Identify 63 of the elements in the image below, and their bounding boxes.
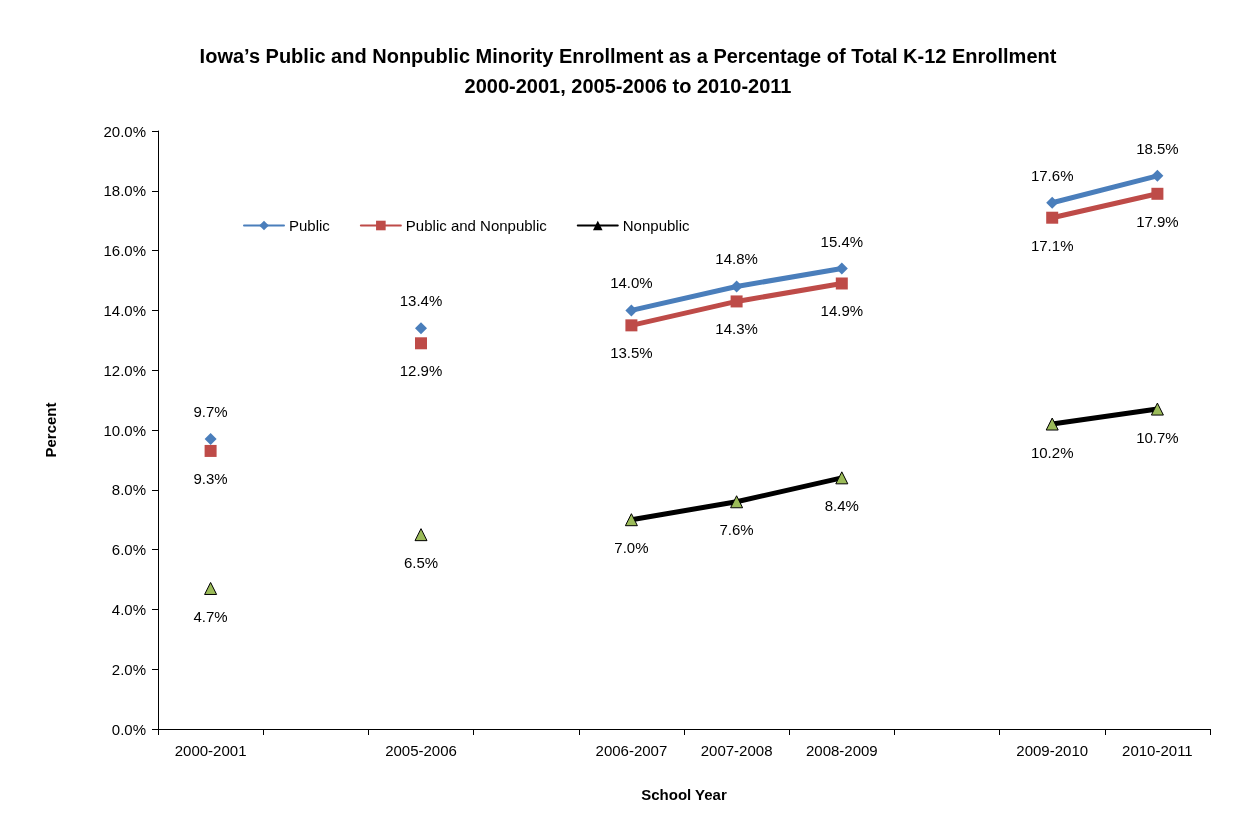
data-label: 15.4% <box>820 232 864 250</box>
y-tick-label: 2.0% <box>111 660 146 678</box>
point <box>625 319 638 332</box>
y-tick-label: 0.0% <box>111 720 146 738</box>
x-axis-title: School Year <box>641 786 727 803</box>
data-label: 4.7% <box>193 607 228 625</box>
data-label: 10.7% <box>1136 428 1179 446</box>
data-label: 7.6% <box>719 521 754 539</box>
point <box>625 304 638 317</box>
y-tick-label: 8.0% <box>111 481 146 499</box>
x-tick-label: 2006-2007 <box>595 742 668 759</box>
data-label: 17.1% <box>1030 236 1074 254</box>
y-tick-label: 4.0% <box>111 600 146 618</box>
x-tick-label: 2005-2006 <box>385 742 457 759</box>
x-tick-label: 2008-2009 <box>805 742 878 759</box>
data-label: 7.0% <box>614 539 649 557</box>
point <box>1150 402 1164 416</box>
chart-title: Iowa’s Public and Nonpublic Minority Enrollment as a Percentage of Total K-12 Enrollment 2000-2001, 2005-2006 to 2010-2011 <box>199 45 1057 97</box>
point <box>730 295 743 308</box>
legend-label: Public <box>289 217 331 234</box>
data-label: 9.3% <box>193 469 228 487</box>
x-tick-label: 2007-2008 <box>700 742 773 759</box>
data-label: 14.3% <box>715 320 758 338</box>
data-label: 14.9% <box>820 302 864 320</box>
point <box>835 471 849 485</box>
y-tick-label: 6.0% <box>111 541 146 559</box>
point <box>624 513 638 527</box>
y-tick-label: 14.0% <box>103 301 146 319</box>
point <box>204 432 217 445</box>
data-label: 17.9% <box>1136 212 1179 230</box>
y-tick-label: 18.0% <box>103 182 146 200</box>
x-tick-label: 2010-2011 <box>1122 742 1193 759</box>
data-label: 17.6% <box>1030 166 1074 184</box>
data-label: 14.8% <box>715 250 758 268</box>
legend-label: Public and Nonpublic <box>405 217 548 234</box>
data-label: 9.7% <box>193 402 228 420</box>
point <box>1151 187 1164 200</box>
point <box>1045 417 1059 431</box>
point <box>835 277 848 290</box>
point <box>415 337 427 350</box>
y-tick-label: 10.0% <box>103 421 146 439</box>
x-tick-label: 2000-2001 <box>174 742 247 759</box>
data-label: 14.0% <box>610 274 653 292</box>
y-tick-label: 12.0% <box>103 361 146 379</box>
data-label: 12.9% <box>399 362 443 380</box>
data-label: 8.4% <box>824 497 859 515</box>
point <box>204 444 217 457</box>
point <box>730 495 744 509</box>
legend-label: Nonpublic <box>622 217 690 234</box>
point <box>204 581 218 595</box>
point <box>415 322 427 335</box>
x-tick-label: 2009-2010 <box>1016 742 1089 759</box>
point <box>1151 169 1164 182</box>
data-label: 18.5% <box>1136 139 1179 157</box>
point <box>414 528 428 542</box>
data-label: 6.5% <box>403 554 439 572</box>
y-tick-label: 20.0% <box>103 122 146 140</box>
data-label: 13.5% <box>610 344 653 362</box>
y-axis-title: Percent <box>42 402 59 458</box>
data-label: 13.4% <box>399 292 443 310</box>
y-tick-label: 16.0% <box>103 242 146 260</box>
point <box>1046 211 1059 224</box>
data-label: 10.2% <box>1030 443 1074 461</box>
